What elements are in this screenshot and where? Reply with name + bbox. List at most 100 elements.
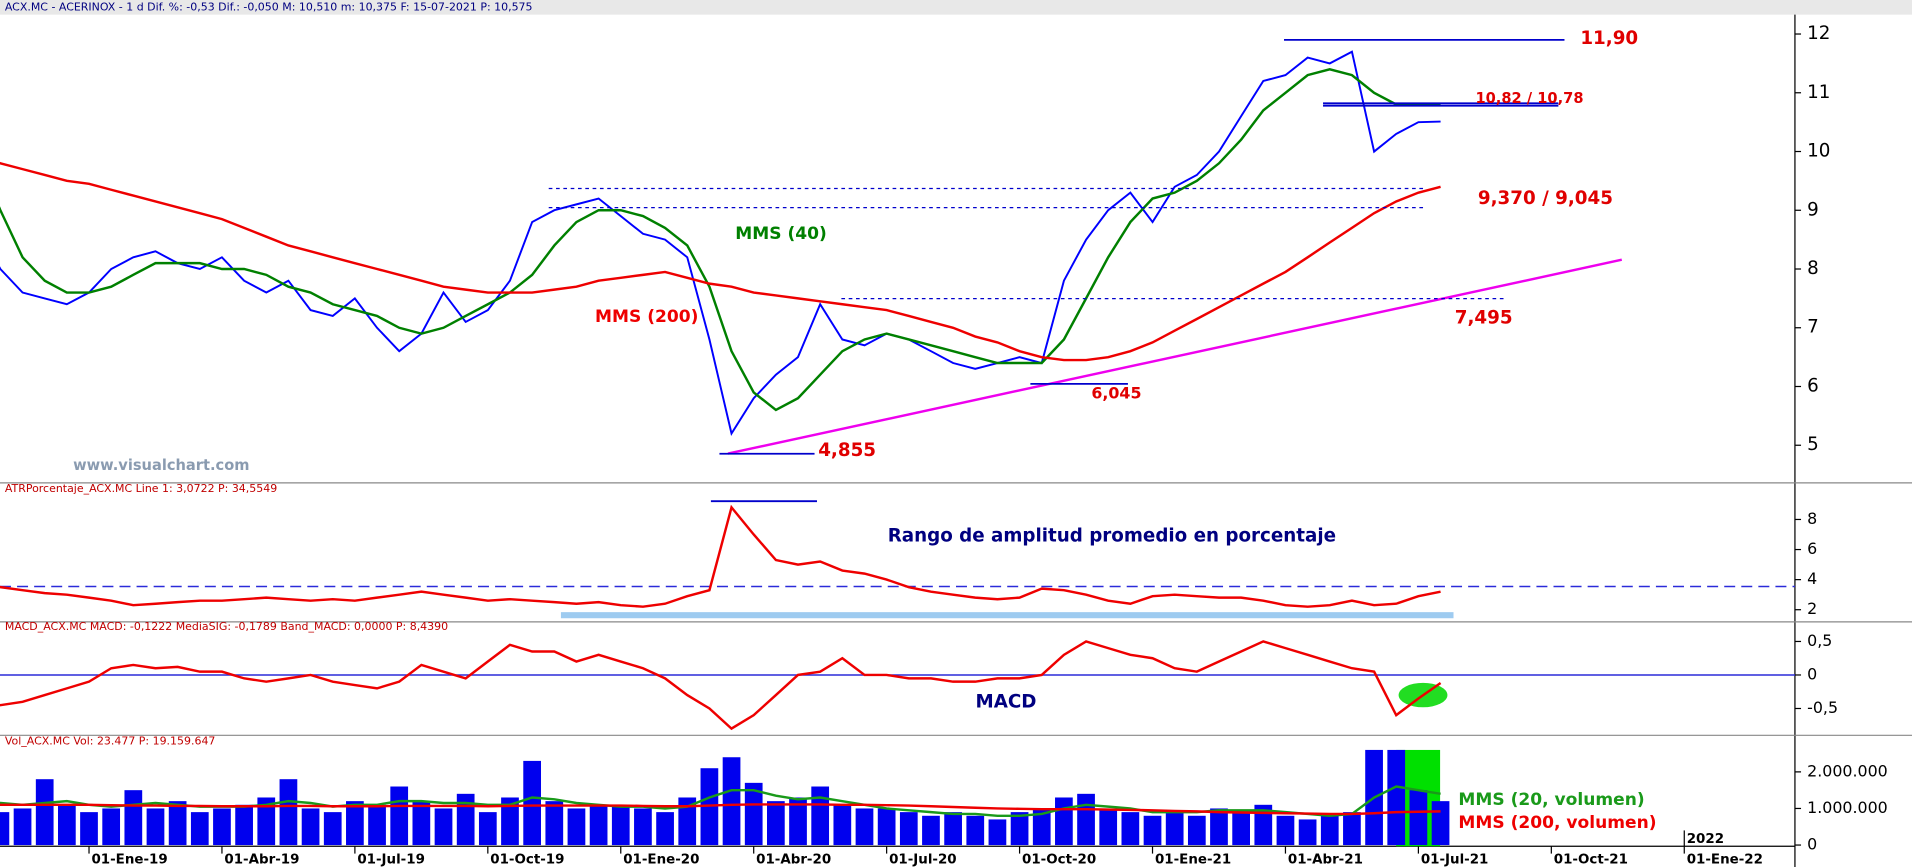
bar xyxy=(877,808,896,846)
bar xyxy=(611,804,630,846)
bar xyxy=(567,808,586,846)
bar xyxy=(811,786,830,846)
bar xyxy=(146,808,165,846)
panel-title: Vol_ACX.MC Vol: 23.477 P: 19.159.647 xyxy=(5,734,216,747)
atr-band xyxy=(560,612,1454,619)
bar xyxy=(1232,812,1251,846)
y-tick-label: 1.000.000 xyxy=(1807,798,1888,817)
y-tick-label: 9 xyxy=(1807,199,1819,220)
y-tick-label: 11 xyxy=(1807,82,1830,103)
bar xyxy=(301,808,320,846)
bar xyxy=(988,819,1007,846)
bar xyxy=(1254,804,1273,846)
bar xyxy=(13,808,32,846)
bar xyxy=(1276,815,1295,846)
bar xyxy=(1431,801,1450,846)
bar xyxy=(124,790,143,846)
y-tick-label: 6 xyxy=(1807,375,1819,396)
bar xyxy=(390,786,409,846)
bar xyxy=(1010,812,1029,846)
bar xyxy=(35,779,54,846)
bar xyxy=(545,801,564,846)
bar xyxy=(722,757,741,846)
bar xyxy=(1343,812,1361,846)
level-label: 6,045 xyxy=(1091,383,1141,402)
level-label: 9,370 / 9,045 xyxy=(1478,188,1613,209)
bar xyxy=(368,804,386,846)
bar xyxy=(213,808,231,846)
bar xyxy=(1210,808,1228,846)
bar xyxy=(1143,815,1162,846)
bar xyxy=(80,812,98,846)
bar xyxy=(656,812,674,846)
x-year-label: 2022 xyxy=(1687,832,1724,847)
level-label: 10,82 / 10,78 xyxy=(1475,90,1583,107)
atr-annotation: Rango de amplitud promedio en porcentaje xyxy=(888,526,1336,547)
bar xyxy=(1409,790,1428,846)
level-label: 7,495 xyxy=(1455,307,1513,328)
bar xyxy=(899,812,918,846)
series-line xyxy=(0,640,1442,731)
bar xyxy=(1298,819,1317,846)
panel-title: MACD_ACX.MC MACD: -0,1222 MediaSIG: -0,1… xyxy=(5,620,448,633)
bar xyxy=(0,812,10,846)
bar xyxy=(1055,797,1073,846)
y-tick-label: 0 xyxy=(1807,835,1817,854)
bar xyxy=(589,804,608,846)
bar xyxy=(102,808,121,846)
y-tick-label: -0,5 xyxy=(1807,698,1838,717)
y-tick-label: 12 xyxy=(1807,23,1830,44)
y-tick-label: 2.000.000 xyxy=(1807,761,1888,780)
bar xyxy=(922,815,940,846)
series-line xyxy=(0,161,1441,362)
bar xyxy=(766,801,785,846)
x-tick-label: 01-Abr-19 xyxy=(224,853,299,867)
y-tick-label: 4 xyxy=(1807,569,1817,588)
bar xyxy=(1099,808,1118,846)
x-tick-label: 01-Abr-20 xyxy=(756,853,831,867)
y-tick-label: 0 xyxy=(1807,664,1817,683)
plot-area xyxy=(0,50,1795,846)
x-tick-label: 01-Jul-20 xyxy=(889,853,957,867)
bar xyxy=(412,801,431,846)
bar xyxy=(1165,812,1184,846)
panel-title: ATRPorcentaje_ACX.MC Line 1: 3,0722 P: 3… xyxy=(5,482,277,495)
bar xyxy=(966,815,985,846)
chart-title: ACX.MC - ACERINOX - 1 d Dif. %: -0,53 Di… xyxy=(5,0,533,13)
bar xyxy=(168,801,187,846)
bar xyxy=(789,797,807,846)
y-tick-label: 10 xyxy=(1807,141,1830,162)
bar xyxy=(744,782,763,846)
bar xyxy=(634,808,652,846)
bar xyxy=(1387,749,1406,846)
bar xyxy=(833,804,852,846)
series-label: MMS (200) xyxy=(595,307,698,327)
y-tick-label: 2 xyxy=(1807,599,1817,618)
x-tick-label: 01-Oct-20 xyxy=(1022,853,1096,867)
level-label: 4,855 xyxy=(818,440,876,461)
bar xyxy=(855,808,874,846)
bar xyxy=(190,812,209,846)
bar xyxy=(257,797,276,846)
x-tick-label: 01-Ene-22 xyxy=(1687,853,1763,867)
series-label: MMS (20, volumen) xyxy=(1458,790,1644,810)
bar xyxy=(434,808,453,846)
bar xyxy=(57,804,76,846)
bar xyxy=(523,760,542,846)
bar xyxy=(456,793,475,846)
x-tick-label: 01-Ene-21 xyxy=(1155,853,1231,867)
bar xyxy=(1187,815,1206,846)
series-line xyxy=(0,68,1441,412)
bar xyxy=(1121,812,1140,846)
x-tick-label: 01-Jul-19 xyxy=(357,853,425,867)
y-tick-label: 0,5 xyxy=(1807,631,1832,650)
header-bar xyxy=(0,0,1912,15)
bar xyxy=(346,801,364,846)
bar xyxy=(279,779,298,846)
bar xyxy=(501,797,519,846)
bar xyxy=(323,812,342,846)
y-tick-label: 8 xyxy=(1807,509,1817,528)
x-tick-label: 01-Jul-21 xyxy=(1421,853,1489,867)
